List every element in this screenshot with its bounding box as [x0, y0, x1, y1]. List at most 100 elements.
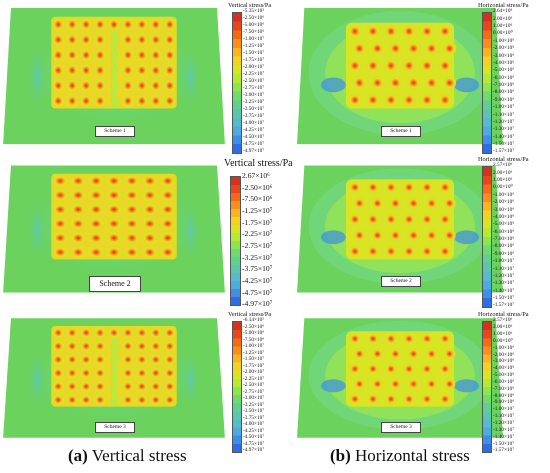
legend-tick: -1.20×10⁷ [493, 272, 515, 279]
legend-tick: -5.00×10⁶ [243, 22, 265, 29]
caption-text: Vertical stress [87, 446, 187, 465]
legend-tick: -4.97×10⁷ [243, 148, 265, 155]
legend-tick: -1.00×10⁶ [493, 191, 515, 198]
scheme-label: Scheme 2 [381, 275, 421, 287]
legend-tick: -1.30×10⁷ [493, 280, 515, 287]
stress-contour [297, 7, 503, 145]
legend-tick: -4.25×10⁷ [243, 127, 265, 134]
legend-tick: -7.00×10⁶ [493, 82, 515, 89]
legend-tick: -2.25×10⁷ [243, 71, 265, 78]
legend-title: Horizontal stress/Pa [478, 156, 529, 163]
legend-tick: 1.00×10⁶ [493, 331, 513, 338]
legend-tick: -4.75×10⁷ [242, 287, 273, 297]
legend-tick: -1.50×10⁷ [493, 294, 515, 301]
legend-tick: 0.00×10⁰ [493, 184, 513, 191]
legend-tick: -3.00×10⁶ [493, 52, 515, 59]
legend-tick: -1.10×10⁷ [493, 265, 515, 272]
legend-tick: -8.00×10⁶ [493, 89, 515, 96]
legend-tick: -3.75×10⁷ [243, 113, 265, 120]
legend-tick: -5.00×10⁶ [243, 330, 265, 337]
legend-tick: -4.97×10⁷ [242, 299, 273, 309]
legend-tick: -3.25×10⁷ [243, 401, 265, 408]
legend-tick: -1.20×10⁷ [493, 118, 515, 125]
legend-tick: -7.00×10⁶ [493, 385, 515, 392]
scheme-label: Scheme 1 [381, 126, 421, 138]
legend-tick: -7.50×10⁶ [243, 29, 265, 36]
legend-title: Horizontal stress/Pa [478, 2, 529, 9]
legend-tick: -5.35×10⁵ [243, 8, 265, 15]
legend-tick: -2.50×10⁶ [243, 15, 265, 22]
legend-tick: 2.57×10⁶ [493, 317, 513, 324]
colorbar [232, 321, 242, 453]
legend-title: Vertical stress/Pa [228, 311, 272, 318]
colorbar [230, 176, 241, 306]
legend-tick: 2.67×10⁶ [242, 171, 270, 181]
legend-tick: -1.00×10⁷ [493, 258, 515, 265]
legend-tick: -4.75×10⁷ [243, 141, 265, 148]
legend-tick: -1.30×10⁷ [493, 126, 515, 133]
legend-tick: -1.75×10⁷ [243, 362, 265, 369]
legend-tick: -2.25×10⁷ [242, 229, 273, 239]
legend-tick: -3.50×10⁷ [243, 408, 265, 415]
legend-tick: -1.00×10⁷ [493, 104, 515, 111]
legend-tick: -7.50×10⁶ [243, 336, 265, 343]
caption-vertical-stress: (a) Vertical stress [68, 446, 187, 466]
legend-tick: -1.40×10⁷ [493, 133, 515, 140]
legend-tick: -1.50×10⁷ [493, 440, 515, 447]
legend-tick: -1.75×10⁷ [242, 217, 273, 227]
stress-contour [297, 318, 503, 438]
legend-tick: -1.40×10⁷ [493, 287, 515, 294]
legend-tick: -1.00×10⁷ [243, 343, 265, 350]
legend-tick: 1.00×10⁶ [493, 23, 513, 30]
legend-tick: -4.00×10⁶ [493, 213, 515, 220]
colorbar [482, 321, 492, 453]
legend-tick: -2.75×10⁷ [243, 85, 265, 92]
legend-tick: -2.75×10⁷ [242, 241, 273, 251]
colorbar [482, 166, 492, 308]
legend-title: Horizontal stress/Pa [478, 311, 529, 318]
legend-tick: -1.25×10⁷ [243, 43, 265, 50]
legend-tick: -7.50×10⁶ [242, 194, 273, 204]
legend-tick: -1.00×10⁷ [243, 36, 265, 43]
legend-tick: 2.64×10⁶ [493, 8, 513, 15]
stress-contour [3, 165, 225, 293]
legend-tick: -3.00×10⁶ [493, 206, 515, 213]
legend-tick: -4.00×10⁶ [493, 59, 515, 66]
legend-tick: -5.00×10⁶ [493, 221, 515, 228]
legend-tick: -2.75×10⁷ [243, 388, 265, 395]
legend-tick: -1.57×10⁷ [493, 148, 515, 155]
caption-letter: (a) [68, 446, 88, 465]
legend-tick: -1.30×10⁷ [493, 426, 515, 433]
legend-title: Vertical stress/Pa [224, 158, 293, 169]
legend-tick: -1.00×10⁷ [493, 406, 515, 413]
legend-tick: -9.00×10⁶ [493, 399, 515, 406]
legend-tick: -3.75×10⁷ [242, 264, 273, 274]
contour-plot: Scheme 1 [296, 2, 504, 150]
legend-tick: -1.75×10⁷ [243, 57, 265, 64]
legend-tick: -4.50×10⁷ [243, 434, 265, 441]
scheme-label: Scheme 3 [381, 422, 421, 434]
legend-tick: -4.25×10⁷ [243, 427, 265, 434]
scheme-label: Scheme 1 [95, 126, 135, 138]
contour-plot: Scheme 2 [296, 160, 504, 298]
legend-tick: -1.50×10⁷ [243, 356, 265, 363]
legend-tick: -1.40×10⁷ [493, 433, 515, 440]
contour-plot: Scheme 1 [2, 2, 226, 150]
legend-title: Vertical stress/Pa [228, 2, 272, 9]
legend-tick: 2.57×10⁶ [493, 162, 513, 169]
legend-tick: -8.00×10⁶ [493, 243, 515, 250]
stress-contour [3, 318, 225, 438]
contour-plot: Scheme 2 [2, 160, 226, 298]
legend-tick: -9.00×10⁶ [493, 250, 515, 257]
legend-tick: 0.00×10⁰ [493, 30, 513, 37]
legend-tick: -6.00×10⁶ [493, 74, 515, 81]
legend-tick: 2.00×10⁶ [493, 15, 513, 22]
legend-tick: -3.50×10⁷ [243, 106, 265, 113]
legend-tick: -1.25×10⁷ [243, 349, 265, 356]
legend-tick: -1.00×10⁶ [493, 344, 515, 351]
legend-tick: -2.50×10⁶ [243, 323, 265, 330]
legend-tick: -1.50×10⁷ [243, 50, 265, 57]
legend-tick: -2.00×10⁷ [243, 64, 265, 71]
legend-tick: -2.50×10⁶ [242, 182, 273, 192]
stress-contour [297, 165, 503, 293]
